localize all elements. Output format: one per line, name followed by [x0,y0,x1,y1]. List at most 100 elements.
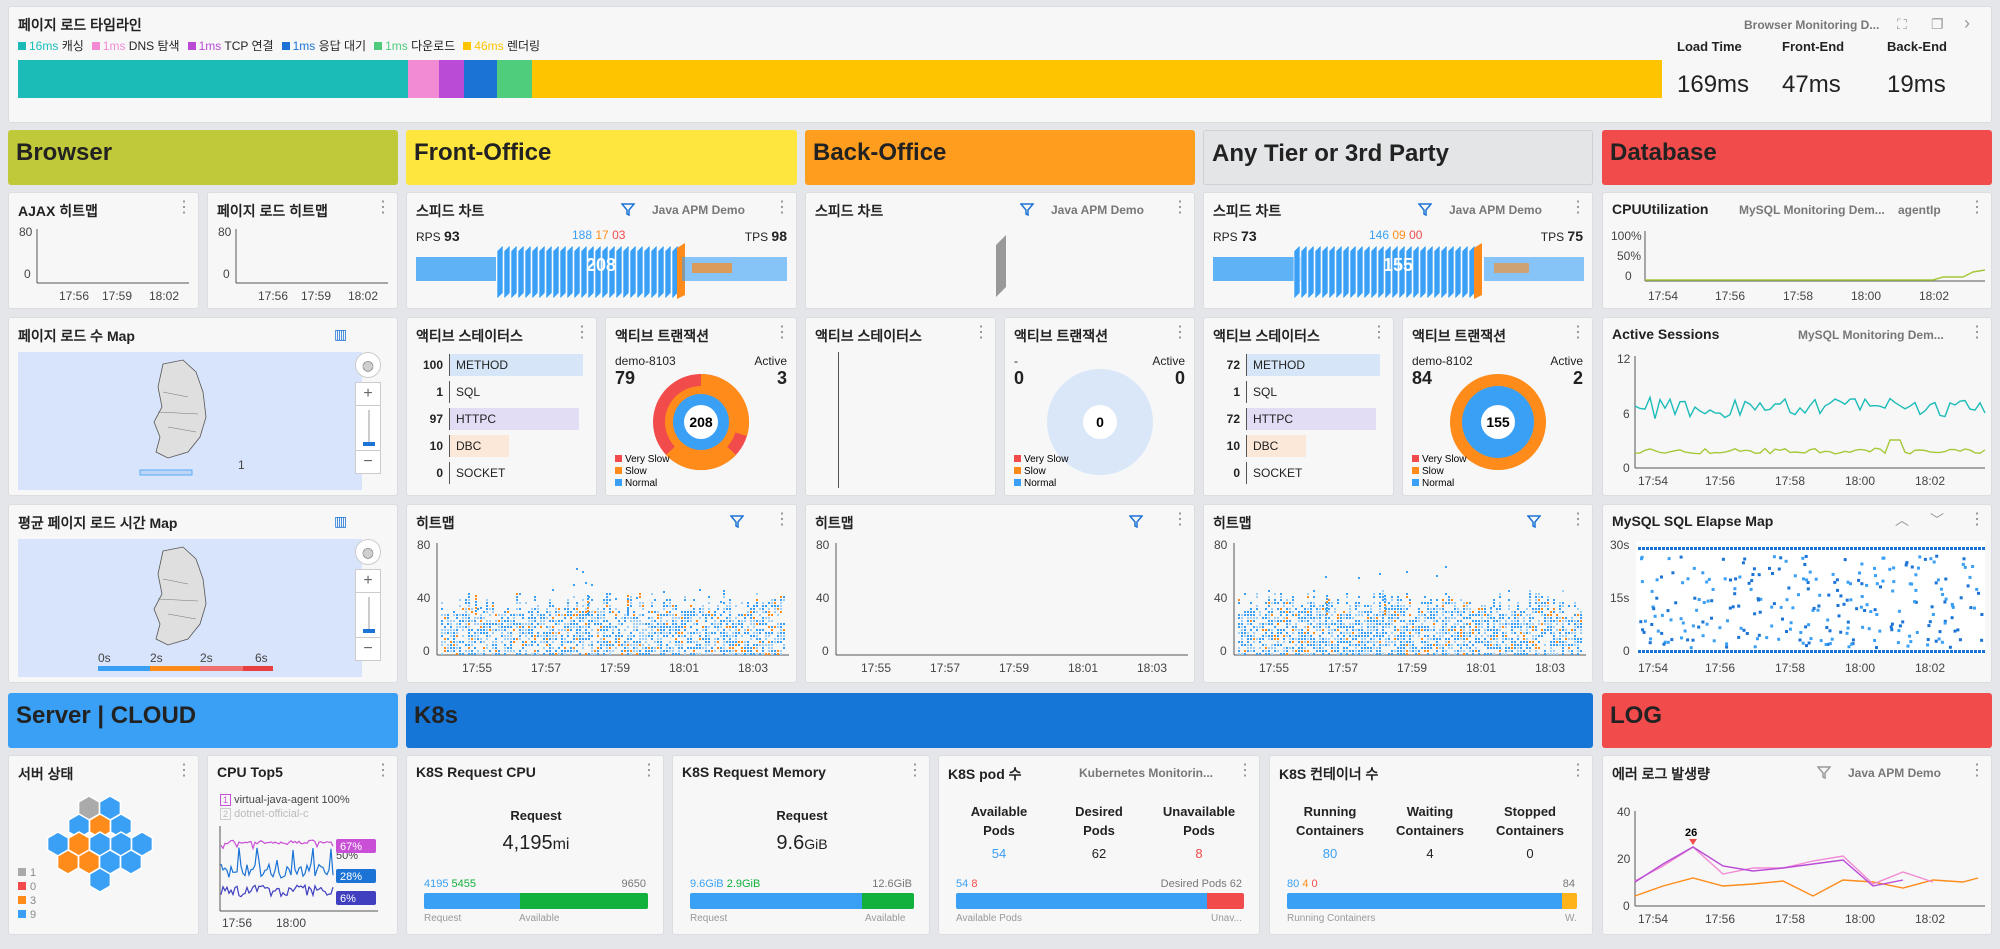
more-menu-icon[interactable]: ⋮ [1172,511,1188,528]
top5-item-name: dotnet-official-c [234,808,309,820]
zoom-slider[interactable] [355,406,381,450]
status-count: 0 [1233,466,1240,480]
chevron-down-icon[interactable]: ﹀ [1930,512,1944,528]
y-tick: 50% [1617,249,1641,263]
more-menu-icon[interactable]: ⋮ [774,199,790,216]
korea-map[interactable]: 1 [18,352,362,490]
active-tx-title: 액티브 트랜잭션 [615,328,710,344]
zoom-slider[interactable] [355,593,381,637]
y-tick: 100% [1611,229,1642,243]
speed-total: 208 [586,255,616,275]
more-menu-icon[interactable]: ⋮ [907,762,923,779]
more-menu-icon[interactable]: ⋮ [1969,511,1985,528]
map-icon[interactable]: ▥ [334,326,348,342]
database-banner: Database [1602,130,1992,185]
more-menu-icon[interactable]: ⋮ [774,511,790,528]
chevron-up-icon[interactable]: ︿ [1895,512,1909,528]
filter-icon[interactable] [730,514,744,528]
memory-value: 9.6 [776,832,805,854]
status-row[interactable]: 97 HTTPC [416,408,579,430]
status-row[interactable]: 1 SQL [1213,381,1306,403]
x-tick: 18:03 [1535,661,1565,675]
more-menu-icon[interactable]: ⋮ [1969,324,1985,341]
column-heading: Available [970,804,1028,819]
server-hex-map [46,795,154,893]
filter-icon[interactable] [1527,514,1541,528]
timeline-segment[interactable] [408,60,439,98]
legend-item: 46ms 렌더링 [463,39,540,53]
timeline-title: 페이지 로드 타임라인 [18,17,142,33]
more-menu-icon[interactable]: ⋮ [1371,324,1387,341]
k8s-column: Unavailable Pods 8 [1149,802,1249,863]
zoom-out-button[interactable]: − [355,637,381,661]
column-heading: Pods [983,823,1015,838]
map-icon[interactable]: ▥ [334,513,348,529]
more-menu-icon[interactable]: ⋮ [1570,762,1586,779]
more-menu-icon[interactable]: ⋮ [1237,762,1253,779]
scale-tick: 6s [255,651,268,665]
status-row[interactable]: 72 METHOD [1213,354,1380,376]
fullscreen-icon[interactable]: ⛶ [1897,16,1907,32]
speed-bar [1328,244,1336,300]
more-menu-icon[interactable]: ⋮ [1172,199,1188,216]
front-heatmap-panel: 히트맵 ⋮ 80 40 0 17:55 17:57 17:59 18:01 18… [406,504,797,683]
timeline-segment[interactable] [497,60,532,98]
more-menu-icon[interactable]: ⋮ [1969,199,1985,216]
any-speed-chart-panel: 스피드 차트 Java APM Demo ⋮ RPS 73 TPS 75 146… [1203,192,1593,309]
globe-icon[interactable]: ◍ [355,539,381,565]
timeline-segment[interactable] [532,60,1662,98]
filter-icon[interactable] [1817,765,1831,779]
legend-item: 1ms 다운로드 [374,39,455,53]
status-count: 72 [1226,358,1240,372]
status-row[interactable]: 1 SQL [416,381,509,403]
status-row[interactable]: 100 METHOD [416,354,583,376]
status-row[interactable]: 10 DBC [416,435,509,457]
chevron-right-icon[interactable]: › [1964,13,1970,33]
request-amount: 9.6GiB [690,878,724,890]
more-menu-icon[interactable]: ⋮ [774,324,790,341]
any-heatmap-panel: 히트맵 ⋮ 80 40 0 17:55 17:57 17:59 18:01 18… [1203,504,1593,683]
status-row[interactable]: 0 SOCKET [416,462,509,484]
more-menu-icon[interactable]: ⋮ [1570,199,1586,216]
filter-icon[interactable] [1020,202,1034,216]
timeline-segment[interactable] [18,60,408,98]
normal-count: 188 [572,228,593,242]
korea-map[interactable]: 0s 2s 2s 6s [18,539,362,677]
more-menu-icon[interactable]: ⋮ [641,762,657,779]
speed-bar [664,244,672,300]
more-menu-icon[interactable]: ⋮ [176,762,192,779]
k8s-column: Available Pods 54 [949,802,1049,863]
filter-icon[interactable] [1418,202,1432,216]
bar-values: 4195 5455 [424,878,476,890]
speed-bar [622,244,630,300]
k8s-pod-title: K8S pod 수 [948,766,1022,782]
more-menu-icon[interactable]: ⋮ [574,324,590,341]
zoom-out-button[interactable]: − [355,450,381,474]
zoom-in-button[interactable]: + [355,382,381,406]
timeline-segment[interactable] [464,60,497,98]
zoom-in-button[interactable]: + [355,569,381,593]
speed-visual [996,235,1006,297]
more-menu-icon[interactable]: ⋮ [1570,324,1586,341]
more-menu-icon[interactable]: ⋮ [973,324,989,341]
timeline-segment[interactable] [439,60,464,98]
filter-icon[interactable] [621,202,635,216]
more-menu-icon[interactable]: ⋮ [1570,511,1586,528]
heatmap-title: 히트맵 [815,515,854,531]
more-menu-icon[interactable]: ⋮ [375,762,391,779]
more-menu-icon[interactable]: ⋮ [1969,762,1985,779]
x-tick: 17:59 [102,289,132,303]
more-menu-icon[interactable]: ⋮ [176,199,192,216]
filter-icon[interactable] [1129,514,1143,528]
legend-normal: Normal [1422,478,1454,489]
status-row[interactable]: 10 DBC [1213,435,1306,457]
back-office-banner: Back-Office [805,130,1195,185]
more-menu-icon[interactable]: ⋮ [1172,324,1188,341]
popout-icon[interactable]: ❐ [1931,16,1944,32]
column-heading: Waiting [1406,804,1454,819]
legend-name: 다운로드 [411,39,456,53]
status-row[interactable]: 0 SOCKET [1213,462,1306,484]
status-row[interactable]: 72 HTTPC [1213,408,1376,430]
more-menu-icon[interactable]: ⋮ [375,199,391,216]
globe-icon[interactable]: ◍ [355,352,381,378]
